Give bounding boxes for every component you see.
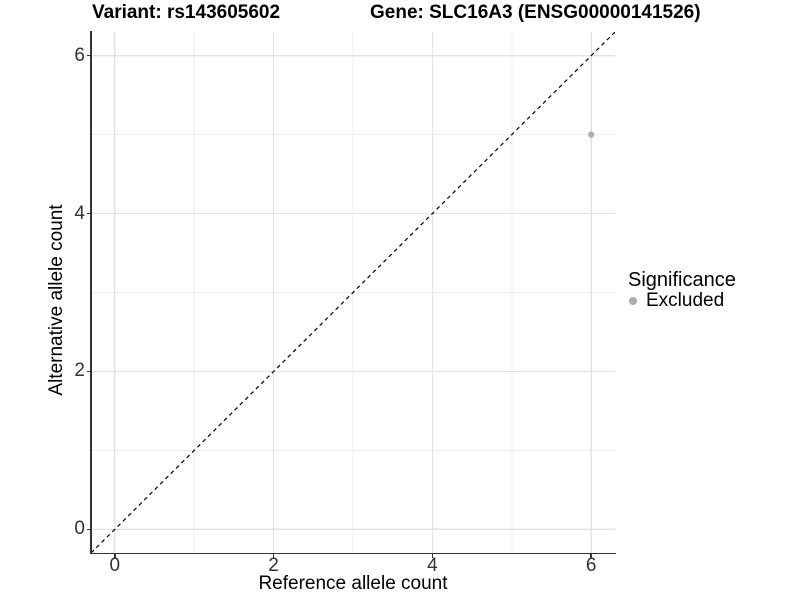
y-tick-label: 0 (74, 518, 85, 540)
data-point (588, 131, 595, 138)
x-tick-label: 4 (427, 555, 438, 576)
x-tick-label: 6 (585, 555, 597, 576)
y-tick-label: 2 (74, 360, 85, 382)
plot-panel (91, 32, 615, 553)
x-axis-title: Reference allele count (258, 573, 448, 594)
legend: Significance Excluded (628, 270, 736, 311)
legend-entries: Excluded (628, 290, 736, 311)
legend-entry: Excluded (629, 290, 736, 311)
identity-dashed-line (91, 32, 615, 553)
y-tick-label: 6 (74, 44, 85, 66)
x-tick-mark (431, 554, 434, 558)
y-tick-label: 4 (74, 202, 85, 224)
y-axis-title: Alternative allele count (46, 204, 67, 396)
y-tick-mark (86, 212, 91, 215)
legend-title: Significance (628, 269, 736, 291)
y-tick-mark (86, 528, 91, 531)
x-axis-line (90, 552, 616, 554)
x-tick-mark (272, 554, 275, 558)
plot-title-variant: Variant: rs143605602 (92, 2, 281, 23)
plot-title-gene: Gene: SLC16A3 (ENSG00000141526) (370, 2, 701, 23)
x-tick-mark (114, 554, 116, 558)
y-axis-line (90, 31, 92, 554)
y-tick-mark (86, 370, 91, 373)
y-tick-mark (86, 54, 91, 57)
x-tick-label: 2 (268, 555, 279, 576)
legend-key-dot-icon (629, 296, 637, 305)
x-tick-label: 0 (109, 555, 121, 576)
x-tick-mark (590, 554, 592, 558)
legend-entry-label: Excluded (646, 290, 725, 311)
